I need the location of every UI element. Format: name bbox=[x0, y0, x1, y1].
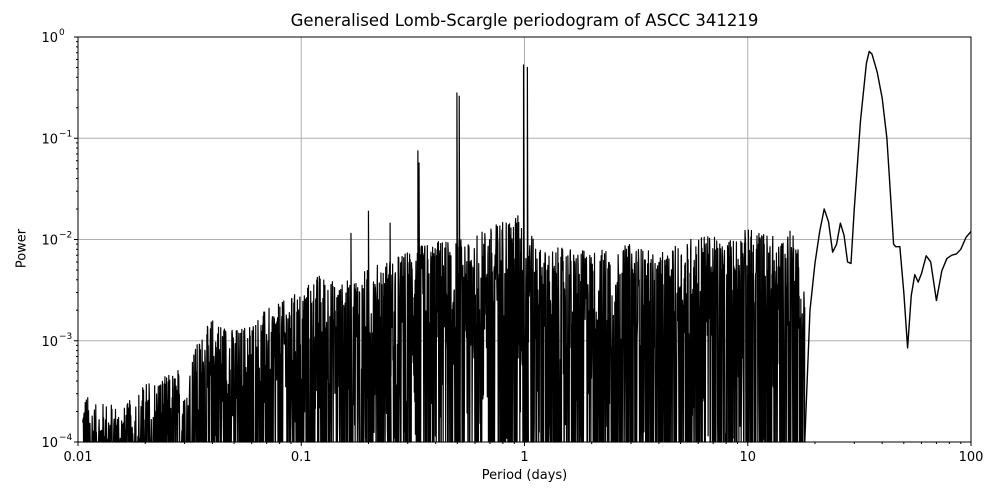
y-tick-label: 10 bbox=[41, 335, 58, 350]
y-tick-exponent: −1 bbox=[59, 129, 72, 139]
y-tick-exponent: −3 bbox=[59, 332, 72, 342]
y-tick-label: 10 bbox=[41, 132, 58, 147]
x-tick-label: 0.1 bbox=[291, 450, 312, 465]
periodogram-series bbox=[82, 50, 972, 443]
x-tick-label: 0.01 bbox=[64, 450, 93, 465]
y-tick-exponent: −2 bbox=[59, 231, 72, 241]
x-axis-label: Period (days) bbox=[481, 468, 568, 483]
y-tick-exponent: −4 bbox=[59, 433, 73, 443]
x-tick-label: 100 bbox=[959, 450, 984, 465]
y-tick-exponent: 0 bbox=[59, 28, 65, 38]
x-tick-label: 1 bbox=[520, 450, 528, 465]
y-tick-label: 10 bbox=[41, 436, 58, 451]
chart-title: Generalised Lomb-Scargle periodogram of … bbox=[290, 11, 759, 30]
y-tick-label: 10 bbox=[41, 234, 58, 249]
x-axis-ticks: 0.01 0.1 1 10 100 bbox=[64, 442, 984, 465]
y-tick-label: 10 bbox=[41, 31, 58, 46]
x-tick-label: 10 bbox=[739, 450, 756, 465]
